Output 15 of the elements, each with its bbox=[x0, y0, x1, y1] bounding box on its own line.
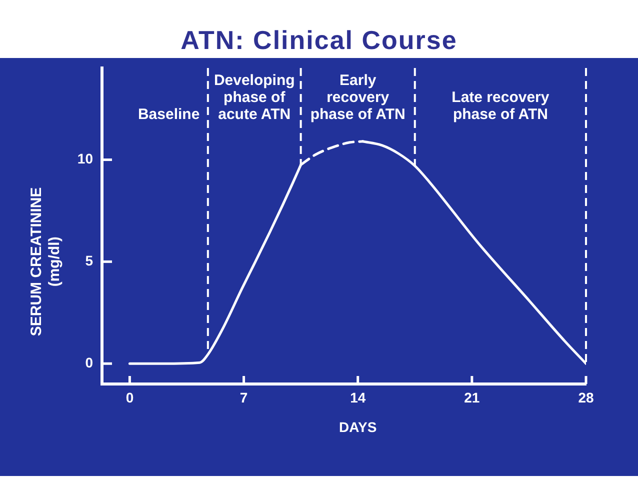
y-tick-label: 10 bbox=[77, 150, 94, 167]
y-axis-title: SERUM CREATININE (mg/dl) bbox=[28, 187, 64, 336]
annotation: Late recovery phase of ATN bbox=[452, 89, 550, 124]
chart-title: ATN: Clinical Course bbox=[180, 25, 458, 55]
annotation: Developing phase of acute ATN bbox=[214, 72, 295, 124]
x-tick-label: 28 bbox=[578, 389, 594, 406]
x-axis-title: DAYS bbox=[339, 418, 377, 435]
x-tick-label: 14 bbox=[350, 389, 366, 406]
y-tick-label: 0 bbox=[85, 354, 94, 370]
y-tick-label: 5 bbox=[85, 252, 94, 269]
x-tick-label: 7 bbox=[240, 389, 248, 406]
x-tick-label: 21 bbox=[464, 389, 480, 406]
x-tick-label: 0 bbox=[126, 389, 134, 406]
annotation: Early recovery phase of ATN bbox=[310, 72, 406, 124]
annotation: Baseline bbox=[138, 106, 200, 124]
